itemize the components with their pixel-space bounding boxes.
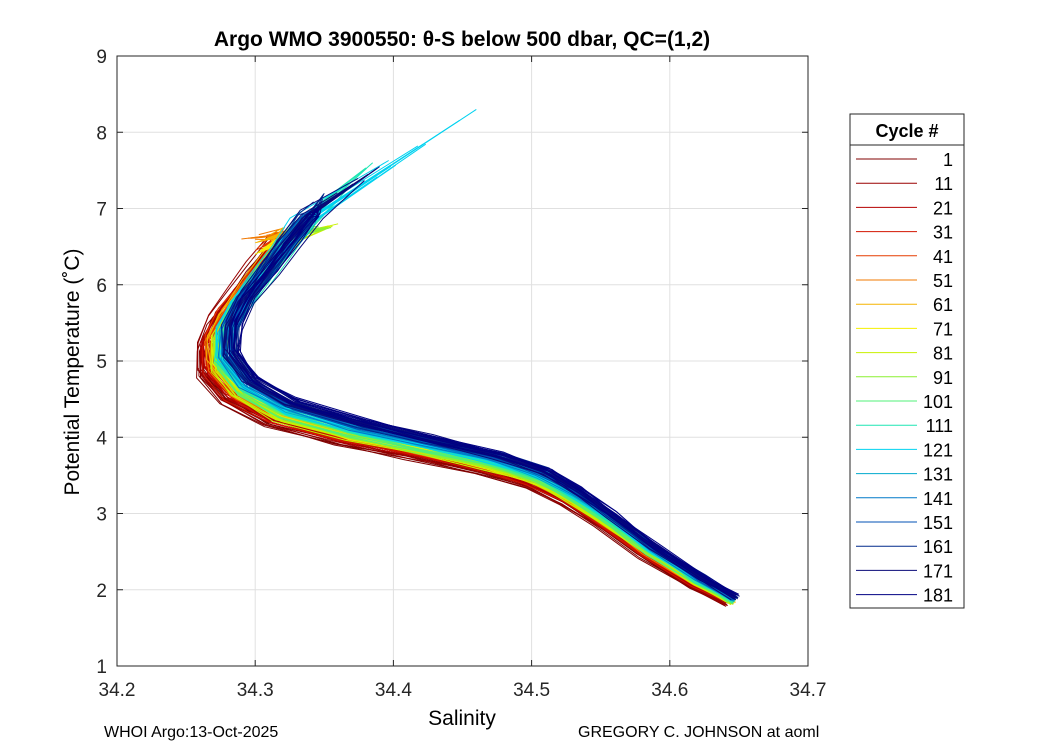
y-tick-label: 1	[96, 657, 107, 678]
legend-entry-label: 81	[933, 344, 953, 364]
legend-entry-label: 71	[933, 319, 953, 339]
legend-entry-label: 41	[933, 247, 953, 267]
x-tick-label: 34.7	[790, 680, 827, 701]
x-tick-label: 34.2	[99, 680, 136, 701]
series-layer	[196, 108, 740, 607]
legend-entry-label: 141	[923, 489, 953, 509]
legend-entry-label: 61	[933, 295, 953, 315]
legend-title: Cycle #	[875, 121, 938, 141]
legend-entry-label: 91	[933, 368, 953, 388]
legend-entries: 1112131415161718191101111121131141151161…	[856, 150, 953, 606]
profile-tip-line	[307, 166, 380, 219]
profile-line	[229, 187, 734, 600]
profile-line	[232, 216, 739, 599]
x-axis-label: Salinity	[428, 707, 496, 730]
y-tick-label: 8	[96, 123, 107, 144]
footer-left-credit: WHOI Argo:13-Oct-2025	[104, 724, 279, 741]
legend-entry-label: 161	[923, 537, 953, 557]
legend-entry-label: 21	[933, 198, 953, 218]
legend-entry-label: 151	[923, 513, 953, 533]
y-tick-label: 2	[96, 581, 107, 602]
legend-box	[849, 113, 965, 609]
legend-entry-label: 181	[923, 586, 953, 606]
legend-entry-label: 31	[933, 223, 953, 243]
legend-entry-label: 101	[923, 392, 953, 412]
legend-entry-label: 121	[923, 440, 953, 460]
legend-entry-label: 131	[923, 465, 953, 485]
legend-entry-label: 111	[926, 416, 953, 436]
y-tick-label: 7	[96, 200, 107, 221]
chart-title: Argo WMO 3900550: θ-S below 500 dbar, QC…	[214, 28, 710, 51]
legend-entry-label: 1	[943, 150, 953, 170]
y-axis-label: Potential Temperature (˚C)	[61, 248, 84, 495]
profile-tip-line	[300, 108, 477, 226]
profile-tip-line	[309, 215, 318, 219]
footer-right-credit: GREGORY C. JOHNSON at aoml	[578, 724, 820, 741]
legend-entry-label: 171	[923, 561, 953, 581]
profile-line	[236, 212, 740, 597]
y-tick-label: 9	[96, 47, 107, 68]
x-tick-label: 34.5	[513, 680, 550, 701]
y-tick-label: 4	[96, 428, 107, 449]
series-181	[228, 205, 740, 600]
y-tick-label: 5	[96, 352, 107, 373]
legend-entry-label: 11	[934, 174, 953, 194]
y-tick-label: 3	[96, 505, 107, 526]
profile-line	[233, 207, 738, 596]
x-tick-label: 34.3	[237, 680, 274, 701]
legend: Cycle # 11121314151617181911011111211311…	[849, 113, 965, 609]
x-tick-label: 34.4	[375, 680, 412, 701]
y-tick-label: 6	[96, 276, 107, 297]
legend-entry-label: 51	[933, 271, 953, 291]
x-tick-label: 34.6	[651, 680, 688, 701]
axis-ticks: 34.2 34.3 34.4 34.5 34.6 34.7 1 2 3 4 5 6 7 8 9	[96, 47, 826, 701]
profile-line	[233, 205, 740, 595]
